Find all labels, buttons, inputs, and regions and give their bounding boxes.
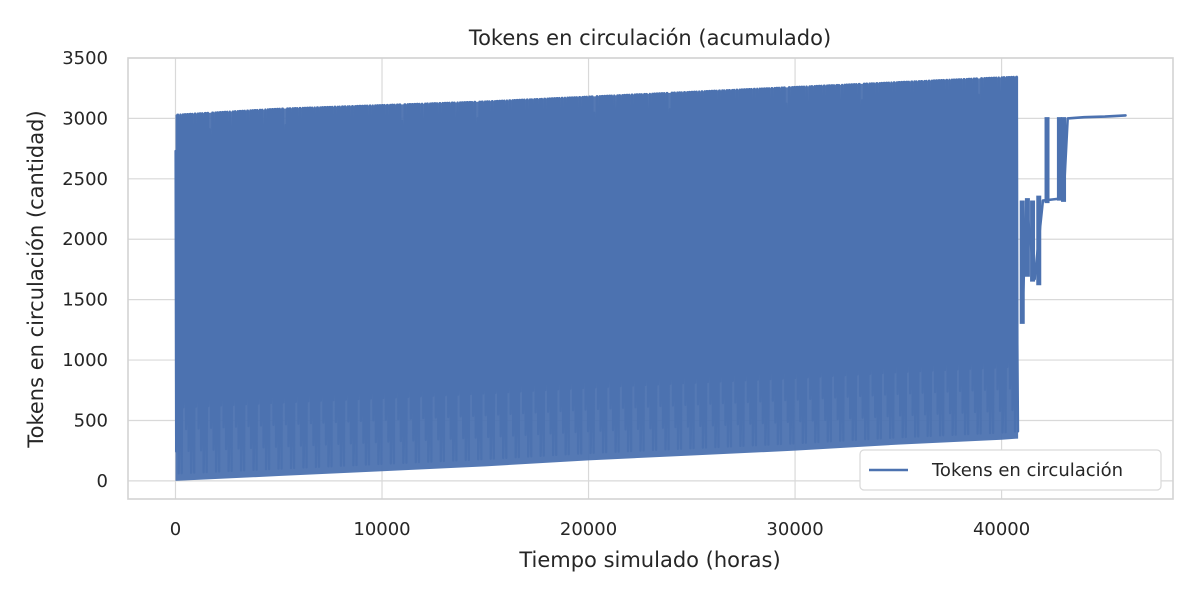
series-layer (174, 75, 1127, 481)
y-tick-label: 2500 (62, 169, 108, 190)
y-tick-label: 3500 (62, 48, 108, 69)
y-tick-label: 1500 (62, 290, 108, 311)
legend: Tokens en circulación (859, 449, 1162, 491)
x-axis-label: Tiempo simulado (horas) (518, 548, 780, 572)
y-tick-label: 500 (74, 410, 108, 431)
y-tick-label: 1000 (62, 350, 108, 371)
plot-frame (127, 57, 1174, 500)
chart-title: Tokens en circulación (acumulado) (468, 26, 831, 50)
series-dense-line (174, 75, 1020, 475)
legend-box (859, 449, 1162, 491)
x-tick-label: 10000 (353, 519, 410, 540)
x-tick-label: 40000 (973, 519, 1030, 540)
legend-series-label: Tokens en circulación (931, 460, 1123, 481)
x-tick-label: 20000 (560, 519, 617, 540)
x-tick-label: 0 (170, 519, 181, 540)
ticks-layer: 0 10000 20000 30000 40000 0 500 1000 1500 2000 250… (62, 48, 1030, 540)
y-tick-label: 2000 (62, 229, 108, 250)
y-tick-label: 0 (97, 471, 108, 492)
x-tick-label: 30000 (766, 519, 823, 540)
y-tick-label: 3000 (62, 108, 108, 129)
y-axis-label: Tokens en circulación (cantidad) (24, 110, 48, 448)
